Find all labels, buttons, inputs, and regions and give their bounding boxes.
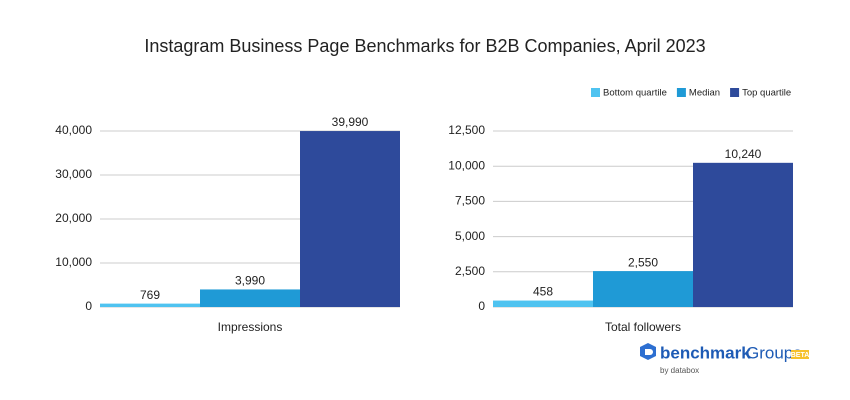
bar	[693, 162, 793, 307]
y-tick-label: 2,500	[455, 264, 485, 278]
logo-mark	[645, 349, 653, 355]
bar	[493, 300, 593, 307]
y-tick-label: 0	[85, 299, 92, 313]
y-tick-label: 10,000	[448, 158, 485, 172]
brand-byline: by databox	[660, 366, 699, 375]
legend-swatch	[676, 88, 686, 97]
legend-swatch	[730, 88, 740, 97]
y-tick-label: 0	[478, 299, 485, 313]
brand-product: Groups	[746, 343, 802, 362]
badge-bg	[791, 350, 809, 359]
value-label: 10,240	[725, 147, 762, 161]
x-tick-label: Total followers	[605, 320, 681, 334]
legend-label: Bottom quartile	[603, 88, 667, 99]
bar	[100, 303, 200, 307]
y-tick-label: 12,500	[448, 123, 485, 137]
y-tick-label: 30,000	[55, 167, 92, 181]
value-label: 769	[140, 288, 160, 302]
value-label: 3,990	[235, 274, 265, 288]
bar	[200, 289, 300, 307]
bar	[593, 271, 693, 307]
brand-badge: BETA	[791, 352, 810, 359]
y-tick-label: 40,000	[55, 123, 92, 137]
legend-label: Median	[689, 88, 720, 99]
y-tick-label: 5,000	[455, 229, 485, 243]
x-tick-label: Impressions	[218, 320, 283, 334]
value-label: 458	[533, 285, 553, 299]
value-label: 2,550	[628, 255, 658, 269]
brand-name: benchmark	[660, 343, 751, 362]
value-label: 39,990	[332, 115, 369, 129]
y-tick-label: 7,500	[455, 194, 485, 208]
legend-label: Top quartile	[742, 88, 791, 99]
legend-swatch	[591, 88, 600, 97]
legend: Bottom quartile Median Top quartile	[591, 88, 791, 99]
bar	[300, 131, 400, 307]
chart-title: Instagram Business Page Benchmarks for B…	[144, 36, 705, 56]
y-tick-label: 10,000	[55, 255, 92, 269]
y-tick-label: 20,000	[55, 211, 92, 225]
branding: benchmark Groups BETA by databox	[640, 343, 809, 375]
